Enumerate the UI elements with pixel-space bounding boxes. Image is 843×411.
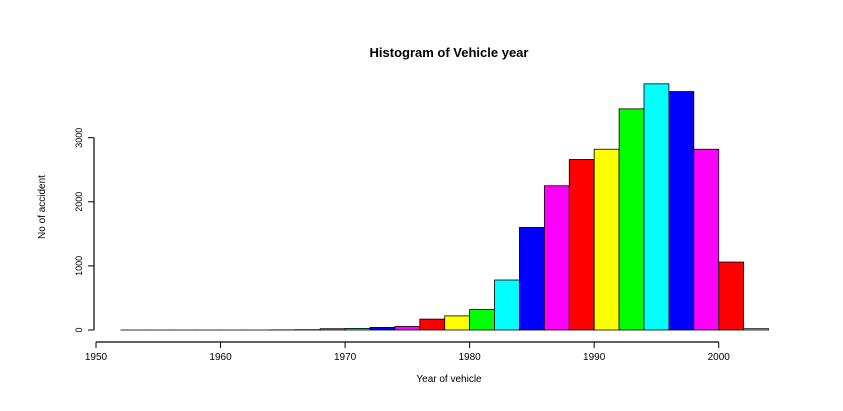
histogram-bar [619,109,644,330]
histogram-bar [420,319,445,330]
histogram-bar [470,309,495,330]
x-tick-label: 1970 [334,352,357,363]
histogram-bar [370,327,395,330]
bars-group [121,84,769,330]
histogram-bar [719,262,744,330]
histogram-bar [345,328,370,330]
histogram-bar [395,326,420,330]
histogram-bar [569,159,594,330]
x-tick-label: 2000 [708,352,731,363]
x-axis: 1950 1960 1970 1980 1990 2000 [85,342,730,363]
y-axis-label: No of accident [37,175,48,239]
y-tick-label: 2000 [74,192,84,212]
x-tick-label: 1950 [85,352,108,363]
histogram-bar [594,149,619,330]
histogram-bar [694,149,719,330]
chart-title: Histogram of Vehicle year [370,45,529,60]
histogram-bar [320,329,345,330]
y-tick-label: 3000 [74,128,84,148]
histogram-bar [544,186,569,330]
x-axis-label: Year of vehicle [416,374,482,385]
y-tick-label: 1000 [74,256,84,276]
histogram-bar [669,92,694,330]
histogram-bar [519,227,544,330]
x-tick-label: 1960 [209,352,232,363]
x-tick-label: 1990 [583,352,606,363]
histogram-bar [644,84,669,330]
histogram-bar [495,280,520,330]
y-tick-label: 0 [74,327,84,332]
y-axis: 0 1000 2000 3000 [74,128,94,333]
histogram-bar [744,329,769,330]
x-tick-label: 1980 [459,352,482,363]
histogram-bar [445,316,470,330]
